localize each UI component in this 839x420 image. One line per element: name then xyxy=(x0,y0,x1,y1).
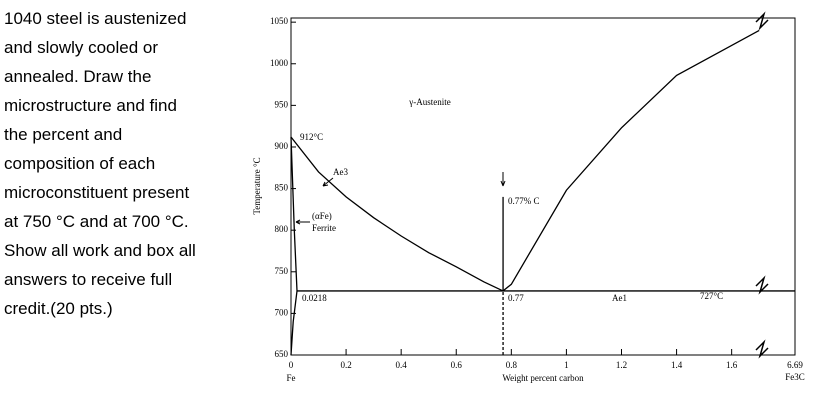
x-tick-label: 1 xyxy=(564,360,569,370)
phase-boundary xyxy=(502,29,760,292)
arrow xyxy=(322,177,334,187)
x-tick-label: 0.4 xyxy=(396,360,408,370)
y-tick-label: 650 xyxy=(275,349,289,359)
x-tick-label: 1.4 xyxy=(671,360,683,370)
question-line: the percent and xyxy=(4,125,123,144)
question-line: composition of each xyxy=(4,154,156,173)
y-tick-label: 800 xyxy=(275,224,289,234)
question-line: microstructure and find xyxy=(4,96,177,115)
annotation: Ferrite xyxy=(312,223,336,233)
question-line: credit.(20 pts.) xyxy=(4,299,113,318)
annotation: (αFe) xyxy=(312,211,332,221)
question-line: answers to receive full xyxy=(4,270,173,289)
question-line: 1040 steel is austenized xyxy=(4,9,187,28)
question-line: Show all work and box all xyxy=(4,241,196,260)
annotation: γ-Austenite xyxy=(408,97,450,107)
y-tick-label: 1050 xyxy=(270,16,289,26)
y-tick-label: 850 xyxy=(275,183,289,193)
annotation: Ae1 xyxy=(612,293,627,303)
y-tick-label: 1000 xyxy=(270,58,289,68)
phase-boundary xyxy=(290,136,504,292)
annotation: 912°C xyxy=(300,132,323,142)
annotation: Fe3C xyxy=(785,372,805,382)
annotation: Ae3 xyxy=(333,167,348,177)
figure-bg xyxy=(242,5,815,393)
x-tick-label: 0.6 xyxy=(451,360,463,370)
question-line: at 750 °C and at 700 °C. xyxy=(4,212,189,231)
x-tick-label: 0.8 xyxy=(506,360,518,370)
annotation: 0.77 xyxy=(508,293,524,303)
y-tick-label: 750 xyxy=(275,266,289,276)
axis-break xyxy=(755,11,769,359)
y-axis-label: Temperature °C xyxy=(252,157,262,214)
x-tick-label: 0.2 xyxy=(340,360,351,370)
phase-boundary xyxy=(290,290,298,356)
question-line: annealed. Draw the xyxy=(4,67,152,86)
phase-boundary xyxy=(290,136,298,291)
question-line: and slowly cooled or xyxy=(4,38,159,57)
y-tick-label: 900 xyxy=(275,141,289,151)
annotation: Fe xyxy=(287,373,296,383)
x-tick-label: 1.6 xyxy=(726,360,738,370)
y-tick-label: 950 xyxy=(275,99,289,109)
x-axis-label: Weight percent carbon xyxy=(502,373,584,383)
x-tick-label: 6.69 xyxy=(787,360,803,370)
arrow xyxy=(500,172,506,187)
question-line: microconstituent present xyxy=(4,183,190,202)
x-tick-label: 0 xyxy=(289,360,294,370)
annotation: 0.77% C xyxy=(508,196,540,206)
arrow xyxy=(295,219,310,225)
y-tick-label: 700 xyxy=(275,307,289,317)
x-tick-label: 1.2 xyxy=(616,360,627,370)
plot-frame xyxy=(290,17,796,356)
question: 1040 steel is austenized and slowly coole… xyxy=(4,4,196,323)
annotation: 727°C xyxy=(700,291,723,301)
annotation: 0.0218 xyxy=(302,293,327,303)
